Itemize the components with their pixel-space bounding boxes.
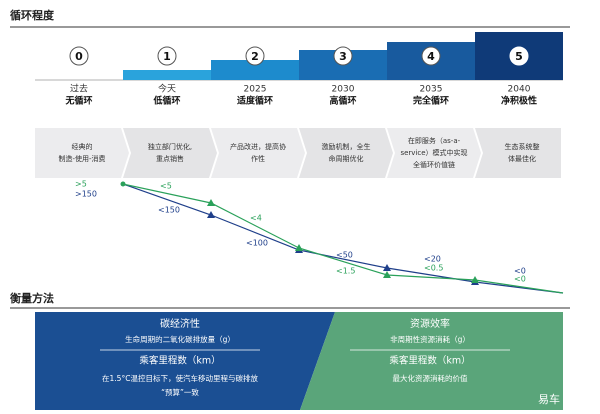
level-year: 过去	[70, 83, 88, 95]
line-label: <100	[246, 239, 268, 248]
level-description: 在即服务（as-a-	[408, 136, 461, 145]
panel-title: 资源效率	[410, 317, 450, 330]
level-circle	[421, 46, 441, 66]
panel-numerator: 非周期性资源消耗（g）	[390, 334, 470, 344]
marker	[383, 271, 391, 278]
level-name: 完全循环	[413, 95, 449, 107]
level-name: 净积极性	[501, 95, 537, 107]
level-number: 2	[251, 50, 259, 63]
marker	[120, 181, 126, 187]
level-year: 2030	[332, 85, 355, 95]
level-description: 经典的	[72, 142, 93, 151]
line-label: <50	[336, 251, 353, 260]
level-year: 2025	[244, 85, 267, 95]
level-name: 低循环	[152, 95, 180, 107]
level-name: 无循环	[64, 95, 92, 107]
panel-numerator: 生命周期的二氧化碳排放量（g）	[125, 334, 235, 344]
line-label: >5	[75, 180, 87, 189]
marker	[383, 264, 391, 271]
section-title: 衡量方法	[10, 291, 54, 305]
banner-chevron	[123, 128, 217, 178]
level-description: 命周期优化	[329, 154, 364, 163]
level-name: 适度循环	[237, 95, 273, 107]
title: 循环程度	[10, 8, 55, 22]
level-circle	[333, 46, 353, 66]
level-description: 体最佳化	[508, 154, 536, 163]
level-description: 激励机制，全生	[322, 142, 371, 151]
line-label: <150	[158, 206, 180, 215]
marker	[207, 211, 215, 218]
level-number: 5	[515, 50, 523, 63]
level-description: 作性	[251, 154, 265, 163]
banner-chevron	[475, 128, 561, 178]
marker	[207, 199, 215, 206]
marker	[471, 276, 479, 283]
level-circle	[69, 46, 89, 66]
line-label: <0	[514, 275, 526, 284]
level-description: 生态系统整	[505, 142, 540, 151]
banner-chevron	[387, 128, 481, 178]
level-number: 1	[163, 50, 171, 63]
line-label: <0	[514, 267, 526, 276]
level-number: 3	[339, 50, 347, 63]
level-circle	[245, 46, 265, 66]
panel-denominator: 乘客里程数（km）	[139, 355, 220, 367]
level-description: service）模式中实现	[400, 148, 467, 157]
marker	[295, 244, 303, 251]
line-green	[122, 183, 564, 294]
level-circle	[157, 46, 177, 66]
level-year: 2035	[420, 85, 443, 95]
watermark: 易车	[538, 392, 560, 406]
panel-resource	[300, 312, 563, 410]
level-description: 独立部门优化,	[148, 142, 192, 151]
level-description: 全循环价值链	[413, 160, 455, 169]
level-year: 今天	[158, 83, 176, 95]
banner-chevron	[299, 128, 393, 178]
stair-bar	[211, 60, 299, 80]
level-description: 产品改进，提高协	[230, 142, 286, 151]
line-label: >150	[75, 190, 97, 199]
level-description: 重点销售	[156, 154, 184, 163]
panel-note: 在1.5°C温控目标下，使汽车移动里程与碳排放	[102, 373, 258, 383]
level-number: 0	[75, 50, 83, 63]
line-label: <20	[424, 255, 441, 264]
panel-note: “预算”一致	[161, 387, 199, 397]
panel-note: 最大化资源消耗的价值	[393, 373, 468, 383]
panel-title: 碳经济性	[160, 317, 200, 330]
line-navy	[122, 183, 564, 294]
line-label: <1.5	[336, 267, 355, 276]
line-label: <4	[250, 214, 262, 223]
panel-carbon	[35, 312, 335, 410]
panel-denominator: 乘客里程数（km）	[389, 355, 470, 367]
level-name: 高循环	[329, 95, 356, 107]
level-year: 2040	[508, 85, 531, 95]
level-description: 制造-使用-消费	[58, 154, 105, 163]
level-number: 4	[427, 50, 435, 63]
stair-bar	[123, 70, 211, 80]
level-circle	[509, 46, 529, 66]
line-label: <0.5	[424, 264, 443, 273]
banner-chevron	[211, 128, 305, 178]
line-label: <5	[160, 182, 172, 191]
banner-chevron	[35, 128, 129, 178]
